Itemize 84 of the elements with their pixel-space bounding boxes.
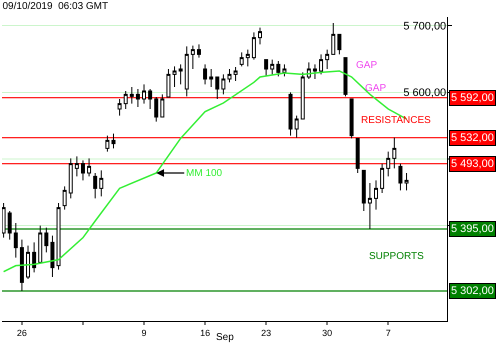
candlestick xyxy=(148,88,152,110)
candlestick xyxy=(130,86,134,104)
candlestick xyxy=(38,225,42,263)
candlestick xyxy=(276,60,280,77)
ref-line-label: 5 302,00 xyxy=(451,285,494,297)
candlestick xyxy=(325,49,330,70)
candlestick xyxy=(8,210,12,240)
ref-line-label: 5 493,00 xyxy=(451,158,494,170)
x-axis-title: Sep xyxy=(216,332,234,343)
candlestick xyxy=(234,66,238,82)
annotation: SUPPORTS xyxy=(369,251,424,262)
x-tick-label: 16 xyxy=(200,328,210,338)
candlestick xyxy=(343,57,348,97)
candlestick xyxy=(392,137,396,169)
candlestick xyxy=(62,186,67,210)
candlestick xyxy=(26,245,30,280)
candlestick xyxy=(319,54,324,75)
candlestick xyxy=(246,49,250,67)
x-tick-label: 7 xyxy=(386,328,391,338)
y-tick-label: 5 700,00 xyxy=(403,20,446,33)
candlestick xyxy=(56,202,61,270)
x-tick-label: 26 xyxy=(16,328,27,338)
candlestick xyxy=(264,59,268,77)
candlestick xyxy=(196,44,201,58)
candlestick xyxy=(105,135,110,152)
candlestick xyxy=(80,160,85,181)
candlestick xyxy=(374,180,378,210)
candlestick xyxy=(240,52,244,67)
x-tick-label: 23 xyxy=(261,328,272,338)
candlestick xyxy=(136,88,140,108)
candlestick xyxy=(118,98,122,116)
annotation: GAP xyxy=(365,83,386,94)
candlestick xyxy=(209,68,214,88)
candlestick xyxy=(221,74,226,95)
candlestick xyxy=(282,64,286,77)
chart-title: 09/10/2019 06:03 GMT xyxy=(2,0,108,12)
candlestick xyxy=(215,76,220,100)
annotation: GAP xyxy=(356,60,378,71)
ref-line-label: 5 592,00 xyxy=(451,92,494,104)
candlestick xyxy=(68,158,73,199)
candlestick xyxy=(124,90,128,110)
candlestick xyxy=(50,235,54,278)
candlestick xyxy=(350,98,354,139)
candlestick xyxy=(112,133,116,149)
candlestick xyxy=(362,170,366,212)
x-tick-label: 9 xyxy=(142,328,147,338)
candlestick xyxy=(404,172,409,191)
annotation: RESISTANCES xyxy=(361,115,432,126)
candlestick xyxy=(312,64,317,80)
candlestick xyxy=(386,151,390,177)
candlestick xyxy=(270,59,274,75)
candlestick xyxy=(398,163,402,191)
candlestick xyxy=(154,96,158,122)
candlestick xyxy=(331,22,336,55)
candlestick xyxy=(368,182,372,230)
candlestick xyxy=(172,66,177,88)
x-tick-label: 30 xyxy=(322,328,332,338)
candlestick xyxy=(252,32,256,60)
candlestick xyxy=(294,115,299,138)
candlestick xyxy=(227,68,232,83)
y-tick-label: 5 600,00 xyxy=(403,87,446,100)
text: MM 100 xyxy=(186,168,223,179)
candlestick xyxy=(337,34,342,55)
candlestick xyxy=(203,64,208,85)
candlestick xyxy=(44,227,48,253)
candlestick xyxy=(20,239,24,292)
candlestick xyxy=(160,94,164,118)
candlestick xyxy=(14,222,18,258)
candlestick xyxy=(356,138,360,174)
candlestick xyxy=(74,156,79,177)
candlestick xyxy=(178,64,183,85)
candlestick xyxy=(93,172,98,199)
candlestick xyxy=(87,158,92,177)
candlestick xyxy=(166,68,170,98)
ref-line-label: 5 395,00 xyxy=(451,223,494,235)
candlestick xyxy=(32,242,36,273)
candlestick xyxy=(99,170,104,197)
candlestick xyxy=(142,84,146,104)
ref-line-label: 5 532,00 xyxy=(451,132,494,144)
candlestick xyxy=(184,46,189,97)
candlestick xyxy=(190,45,195,70)
candlestick xyxy=(380,163,384,194)
candlestick xyxy=(288,92,293,136)
candlestick xyxy=(258,27,262,45)
